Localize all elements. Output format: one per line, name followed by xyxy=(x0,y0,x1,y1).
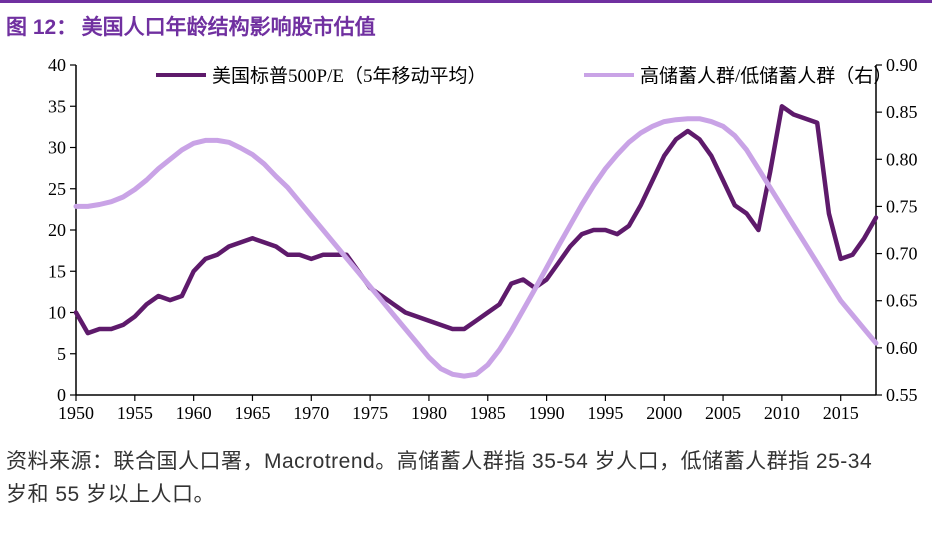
figure-title: 美国人口年龄结构影响股市估值 xyxy=(82,16,376,39)
caption-line-1: 资料来源：联合国人口署，Macrotrend。高储蓄人群指 35-54 岁人口，… xyxy=(6,446,926,479)
svg-text:1980: 1980 xyxy=(411,403,447,423)
svg-text:2000: 2000 xyxy=(646,403,682,423)
svg-text:0.55: 0.55 xyxy=(886,385,918,405)
svg-text:0.75: 0.75 xyxy=(886,196,918,216)
caption: 资料来源：联合国人口署，Macrotrend。高储蓄人群指 35-54 岁人口，… xyxy=(0,440,932,511)
svg-text:0.85: 0.85 xyxy=(886,102,918,122)
svg-text:30: 30 xyxy=(48,138,66,158)
svg-text:0.65: 0.65 xyxy=(886,291,918,311)
svg-text:高储蓄人群/低储蓄人群（右）: 高储蓄人群/低储蓄人群（右） xyxy=(640,65,892,87)
caption-line-2: 岁和 55 岁以上人口。 xyxy=(6,479,926,512)
svg-text:1970: 1970 xyxy=(293,403,329,423)
svg-text:0.80: 0.80 xyxy=(886,149,918,169)
svg-text:10: 10 xyxy=(48,303,66,323)
line-chart: 0 5 10 15 20 25 30 35 40 0.55 0.60 0.65 0.70 0.75 0.80… xyxy=(6,45,926,435)
svg-text:美国标普500P/E（5年移动平均）: 美国标普500P/E（5年移动平均） xyxy=(212,65,486,87)
svg-text:1975: 1975 xyxy=(352,403,388,423)
svg-text:0: 0 xyxy=(57,385,66,405)
svg-text:1985: 1985 xyxy=(470,403,506,423)
svg-text:15: 15 xyxy=(48,261,66,281)
svg-text:1960: 1960 xyxy=(176,403,212,423)
svg-text:1990: 1990 xyxy=(529,403,565,423)
svg-text:2015: 2015 xyxy=(823,403,859,423)
svg-text:1965: 1965 xyxy=(234,403,270,423)
svg-text:2005: 2005 xyxy=(705,403,741,423)
figure-label: 图 12： xyxy=(6,16,77,39)
svg-text:2010: 2010 xyxy=(764,403,800,423)
svg-text:1955: 1955 xyxy=(117,403,153,423)
svg-text:40: 40 xyxy=(48,55,66,75)
svg-text:25: 25 xyxy=(48,179,66,199)
svg-text:1995: 1995 xyxy=(587,403,623,423)
svg-text:20: 20 xyxy=(48,220,66,240)
svg-text:5: 5 xyxy=(57,344,66,364)
svg-text:35: 35 xyxy=(48,96,66,116)
svg-text:0.70: 0.70 xyxy=(886,244,918,264)
chart-container: 0 5 10 15 20 25 30 35 40 0.55 0.60 0.65 0.70 0.75 0.80… xyxy=(0,45,932,440)
svg-text:0.60: 0.60 xyxy=(886,338,918,358)
svg-text:1950: 1950 xyxy=(58,403,94,423)
figure-title-row: 图 12： 美国人口年龄结构影响股市估值 xyxy=(0,0,932,45)
